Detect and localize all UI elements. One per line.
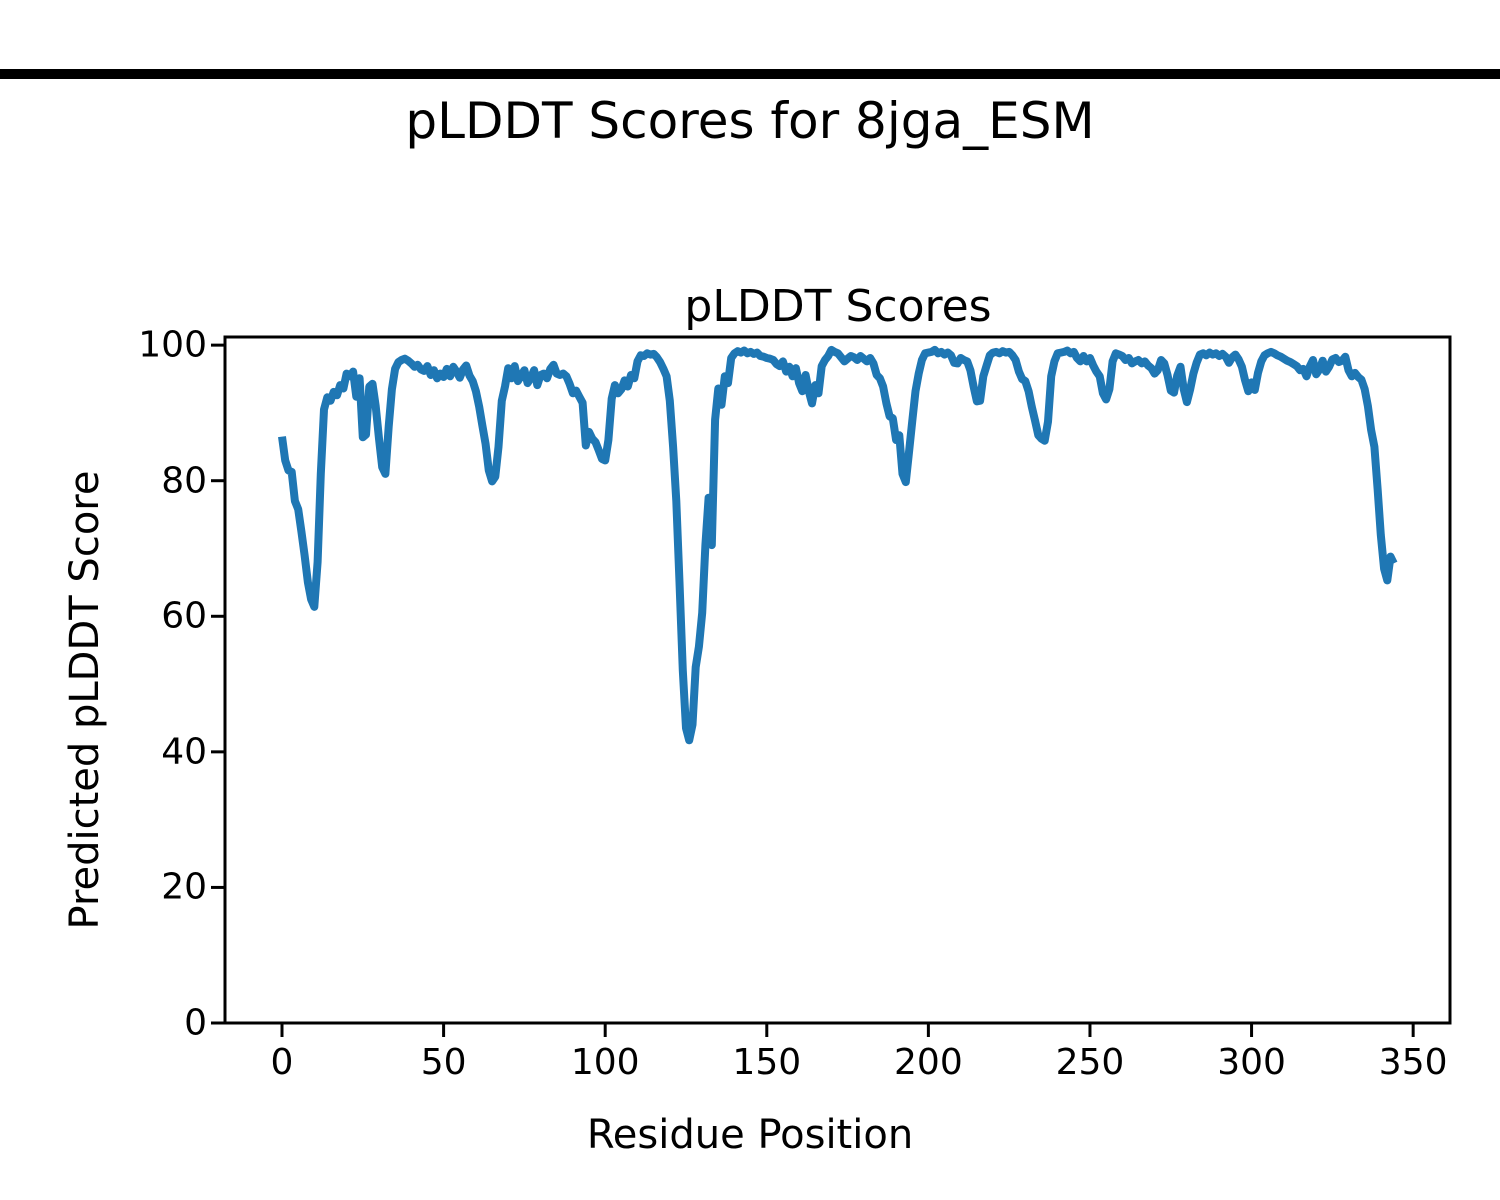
y-tick-label-40: 40 (161, 731, 207, 773)
x-tick-label-150: 150 (732, 1042, 802, 1083)
x-tick-label-200: 200 (894, 1042, 963, 1083)
axes-frame (223, 335, 1452, 1025)
x-tick-label-100: 100 (570, 1042, 640, 1083)
y-axis-label: Predicted pLDDT Score (62, 470, 108, 930)
x-tick-label-50: 50 (420, 1042, 467, 1083)
figure-suptitle: pLDDT Scores for 8jga_ESM (405, 92, 1095, 150)
x-tick-label-300: 300 (1217, 1042, 1286, 1083)
axis-ticks (211, 343, 1415, 1037)
x-tick-label-250: 250 (1055, 1042, 1125, 1083)
axes-title: pLDDT Scores (684, 281, 992, 332)
x-axis-label: Residue Position (586, 1112, 914, 1158)
y-tick-label-100: 100 (138, 324, 207, 366)
y-tick-label-80: 80 (161, 460, 207, 502)
x-tick-label-0: 0 (270, 1042, 294, 1083)
y-tick-label-20: 20 (161, 866, 207, 908)
x-tick-label-350: 350 (1378, 1042, 1448, 1083)
plddt-line-series (278, 345, 1398, 745)
top-border-line (0, 69, 1500, 79)
plot-area (211, 335, 1452, 1037)
y-tick-label-0: 0 (184, 1002, 207, 1044)
y-tick-label-60: 60 (161, 595, 207, 637)
